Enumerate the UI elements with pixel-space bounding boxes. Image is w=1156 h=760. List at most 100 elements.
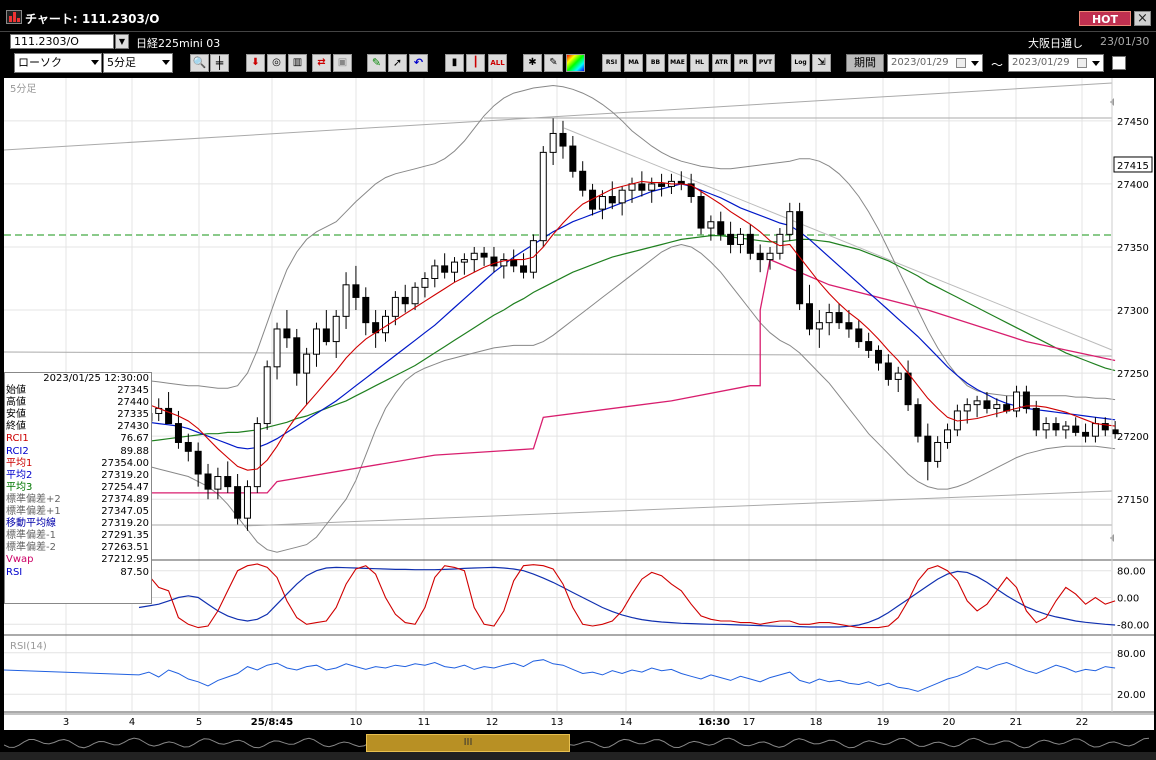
cursor-icon: ➚ <box>392 56 403 69</box>
zoom-button[interactable]: 🔍 <box>190 54 209 72</box>
candle-button[interactable]: ▮ <box>445 54 464 72</box>
title-bar: チャート: 111.2303/O HOT × <box>0 0 1156 32</box>
x-tick-label: 16:30 <box>698 717 730 728</box>
candle-body <box>1091 423 1099 437</box>
all-icon: ALL <box>490 59 505 67</box>
time-scrollbar[interactable]: III <box>4 734 1154 752</box>
info-row: 安値 27335 <box>5 409 151 421</box>
calendar-icon[interactable] <box>1077 58 1087 68</box>
atr-button[interactable]: ATR <box>712 54 731 72</box>
candle-body <box>825 312 833 324</box>
chart-area[interactable]: 27150 27200 27250 27300 27350 27400 27450 5分足 27… <box>3 78 1154 730</box>
candle-body <box>451 261 459 273</box>
info-row: 移動平均線 27319.20 <box>5 518 151 530</box>
candle-body <box>520 265 528 273</box>
bar-icon: ┃ <box>472 57 479 68</box>
info-row: 平均2 27319.20 <box>5 470 151 482</box>
compare-button[interactable]: ⇄ <box>312 54 331 72</box>
info-value: 27335 <box>117 409 149 421</box>
candle-body <box>717 221 725 235</box>
wrench-icon: ✎ <box>549 57 558 68</box>
info-value: 27345 <box>117 385 149 397</box>
draw-line-button[interactable]: ✎ <box>367 54 386 72</box>
candle-body <box>746 233 754 254</box>
calendar-icon[interactable] <box>956 58 966 68</box>
candle-body <box>944 429 952 443</box>
info-label: RCI1 <box>6 433 29 445</box>
candle-body <box>963 404 971 412</box>
candle-body <box>490 256 498 267</box>
x-tick-label: 18 <box>810 717 823 728</box>
tool-button[interactable]: ✎ <box>544 54 563 72</box>
close-button[interactable]: × <box>1134 11 1151 26</box>
ma-button[interactable]: MA <box>624 54 643 72</box>
candle-body <box>194 450 202 475</box>
crosshair-button[interactable]: ╪ <box>210 54 229 72</box>
period-button[interactable]: 期間 <box>846 54 884 72</box>
candle-body <box>1013 391 1021 412</box>
rci-2-line <box>138 566 1116 628</box>
rsi-button[interactable]: RSI <box>602 54 621 72</box>
symbol-code-input[interactable]: 111.2303/O <box>10 34 114 49</box>
lock-icon: ▣ <box>337 57 348 68</box>
candle-body <box>1032 407 1040 431</box>
x-tick-label: 3 <box>63 717 69 728</box>
chart-settings-button[interactable]: ▥ <box>288 54 307 72</box>
log-button[interactable]: Log <box>791 54 810 72</box>
date-from-input[interactable]: 2023/01/29 <box>887 54 983 72</box>
theme-button[interactable] <box>566 54 585 72</box>
info-label: RSI <box>6 566 23 578</box>
interval-select[interactable]: 5分足 <box>103 53 173 73</box>
cursor-button[interactable]: ➚ <box>388 54 407 72</box>
export-button[interactable]: ⇲ <box>812 54 831 72</box>
all-button[interactable]: ALL <box>488 54 507 72</box>
info-row: RCI1 76.67 <box>5 433 151 445</box>
info-label: Vwap <box>6 554 34 566</box>
candle-body <box>805 303 813 330</box>
candle-body <box>697 196 705 229</box>
chart-background <box>4 78 1154 730</box>
candle-body <box>835 312 843 324</box>
candle-body <box>1062 425 1070 431</box>
date-range-separator: 〜 <box>991 58 1004 72</box>
info-label: 標準偏差-2 <box>6 542 56 554</box>
option-checkbox[interactable] <box>1112 56 1126 70</box>
order-button[interactable]: ⬇ <box>246 54 265 72</box>
bb-button[interactable]: BB <box>646 54 665 72</box>
y-tick-label: 27400 <box>1117 180 1149 191</box>
undo-button[interactable]: ↶ <box>409 54 428 72</box>
chart-app-icon <box>6 10 22 24</box>
candle-body <box>293 337 301 374</box>
scroll-thumb[interactable]: III <box>366 734 570 752</box>
info-row: 始値 27345 <box>5 385 151 397</box>
hot-button[interactable]: HOT <box>1079 11 1131 26</box>
candle-body <box>973 400 981 406</box>
pr-button[interactable]: PR <box>734 54 753 72</box>
last-price-label: 27415 <box>1117 161 1149 172</box>
chart-svg[interactable]: 27150 27200 27250 27300 27350 27400 27450 5分足 27… <box>3 78 1154 730</box>
lock-button[interactable]: ▣ <box>333 54 352 72</box>
candle-body <box>480 252 488 258</box>
bar-chart-icon: ▥ <box>292 57 303 68</box>
candle-body <box>391 296 399 317</box>
info-datetime: 2023/01/25 12:30:00 <box>43 373 149 384</box>
info-value: 27347.05 <box>101 506 149 518</box>
pvt-button[interactable]: PVT <box>756 54 775 72</box>
candle-body <box>214 476 222 490</box>
color-button[interactable]: ✱ <box>523 54 542 72</box>
chart-type-select[interactable]: ローソク <box>14 53 102 73</box>
candle-body <box>658 183 666 187</box>
info-label: RCI2 <box>6 445 29 457</box>
date-to-input[interactable]: 2023/01/29 <box>1008 54 1104 72</box>
symbol-dropdown-button[interactable]: ▼ <box>115 34 129 49</box>
atr-icon: ATR <box>715 59 728 66</box>
trend-line <box>563 127 1113 351</box>
mae-button[interactable]: MAE <box>668 54 687 72</box>
bar-button[interactable]: ┃ <box>466 54 485 72</box>
candle-body <box>687 183 695 198</box>
chevron-down-icon <box>91 60 99 65</box>
candle-body <box>431 265 439 280</box>
candle-body <box>470 252 478 261</box>
search-button[interactable]: ◎ <box>267 54 286 72</box>
hl-button[interactable]: HL <box>690 54 709 72</box>
